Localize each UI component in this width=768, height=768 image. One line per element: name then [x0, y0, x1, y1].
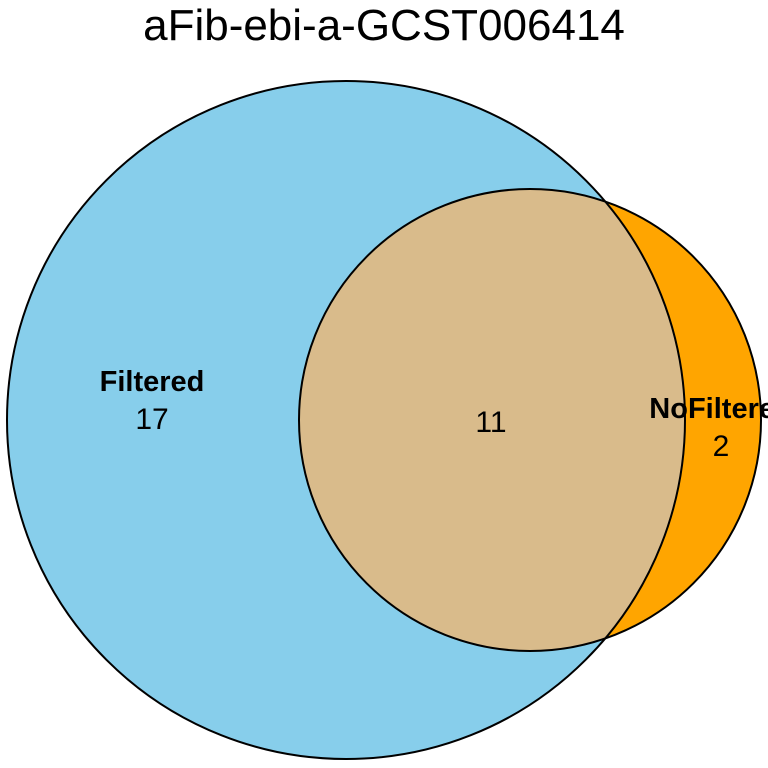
count-filtered-only: 17 — [135, 403, 168, 436]
figure-title: aFib-ebi-a-GCST006414 — [143, 1, 625, 50]
intersection-region — [299, 189, 685, 651]
set-outline-filtered — [6, 80, 686, 760]
set-label-filtered: Filtered — [100, 366, 205, 398]
set-outline-nofiltered — [298, 188, 762, 652]
set-label-nofiltered: NoFiltered — [649, 393, 768, 425]
count-nofiltered-only: 2 — [713, 430, 730, 463]
count-intersection: 11 — [475, 406, 506, 439]
